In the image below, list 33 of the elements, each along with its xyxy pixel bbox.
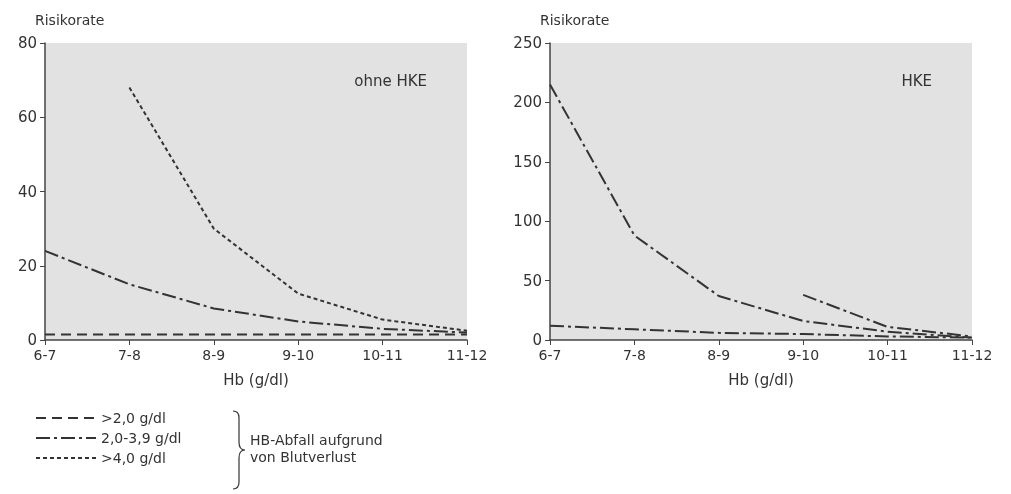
y-tick-label: 200 bbox=[513, 93, 542, 112]
x-tick-label: 11-12 bbox=[446, 347, 488, 363]
y-tick-label: 0 bbox=[27, 331, 37, 349]
x-axis-title: Hb (g/dl) bbox=[728, 370, 794, 389]
y-tick-label: 40 bbox=[17, 182, 37, 201]
y-axis-title: Risikorate bbox=[35, 12, 105, 28]
x-tick-label: 7-8 bbox=[117, 347, 141, 363]
y-axis-title: Risikorate bbox=[540, 12, 610, 28]
y-tick-label: 20 bbox=[17, 256, 37, 275]
x-tick-label: 8-9 bbox=[707, 347, 731, 363]
y-tick-label: 80 bbox=[17, 34, 37, 52]
legend-label: >4,0 g/dl bbox=[101, 450, 166, 466]
legend-label: 2,0-3,9 g/dl bbox=[101, 430, 182, 446]
x-tick-label: 9-10 bbox=[787, 347, 820, 363]
y-tick-label: 0 bbox=[532, 331, 542, 349]
y-tick-label: 50 bbox=[522, 271, 542, 290]
x-tick-label: 7-8 bbox=[622, 347, 646, 363]
y-tick-label: 100 bbox=[513, 212, 542, 231]
x-tick-label: 9-10 bbox=[282, 347, 315, 363]
y-tick-label: 150 bbox=[513, 152, 542, 171]
annotation: ohne HKE bbox=[354, 71, 427, 90]
x-tick-label: 6-7 bbox=[33, 347, 57, 363]
legend-title: HB-Abfall aufgrund von Blutverlust bbox=[250, 432, 384, 466]
x-tick-label: 8-9 bbox=[202, 347, 226, 363]
annotation: HKE bbox=[901, 71, 932, 90]
x-tick-label: 6-7 bbox=[538, 347, 562, 363]
legend-label: >2,0 g/dl bbox=[101, 410, 166, 426]
x-tick-label: 10-11 bbox=[867, 347, 908, 363]
y-tick-label: 250 bbox=[513, 34, 542, 52]
x-tick-label: 11-12 bbox=[951, 347, 993, 363]
y-tick-label: 60 bbox=[17, 108, 37, 127]
x-tick-label: 10-11 bbox=[362, 347, 403, 363]
x-axis-title: Hb (g/dl) bbox=[223, 370, 289, 389]
